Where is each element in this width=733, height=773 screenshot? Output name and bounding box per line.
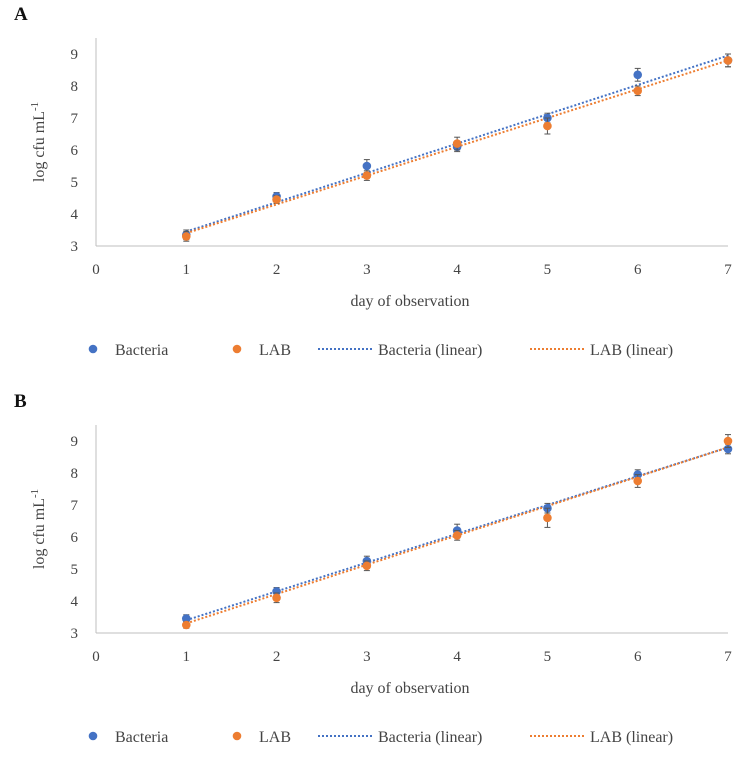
y-tick-label: 8 bbox=[71, 79, 79, 95]
data-point bbox=[723, 444, 733, 454]
x-axis-title: day of observation bbox=[350, 680, 469, 697]
x-tick-label: 5 bbox=[544, 649, 552, 665]
panel-label: A bbox=[14, 4, 28, 25]
data-point bbox=[362, 161, 372, 171]
y-tick-label: 6 bbox=[71, 143, 79, 159]
x-tick-label: 2 bbox=[273, 649, 281, 665]
data-point bbox=[633, 70, 643, 80]
legend-label: Bacteria (linear) bbox=[378, 729, 482, 746]
x-tick-label: 0 bbox=[92, 649, 100, 665]
legend-marker bbox=[88, 344, 98, 354]
data-point bbox=[543, 121, 552, 131]
y-axis-title: log cfu mL-1 bbox=[29, 102, 48, 182]
chart-panel-b: B 3 4 5 6 7 8 9 0 1 2 3 4 5 6 7 day of observation log c… bbox=[0, 387, 733, 773]
data-point bbox=[723, 436, 733, 446]
y-tick-label: 6 bbox=[71, 530, 79, 546]
legend-label: LAB (linear) bbox=[590, 342, 673, 359]
data-point bbox=[181, 232, 191, 241]
y-tick-label: 4 bbox=[71, 207, 79, 223]
chart-a-svg: 3 4 5 6 7 8 9 0 1 2 3 4 5 6 7 day of observation log cfu… bbox=[29, 38, 733, 359]
data-point bbox=[181, 620, 191, 630]
legend-label: LAB bbox=[259, 342, 291, 359]
panel-label: B bbox=[14, 391, 27, 412]
data-point bbox=[272, 587, 281, 596]
x-tick-label: 3 bbox=[363, 649, 371, 665]
x-tick-label: 7 bbox=[724, 262, 732, 278]
data-point bbox=[452, 531, 462, 540]
data-point bbox=[633, 476, 643, 486]
data-point bbox=[543, 513, 552, 523]
data-point bbox=[362, 561, 372, 571]
x-tick-label: 5 bbox=[544, 262, 552, 278]
y-tick-label: 9 bbox=[71, 47, 79, 63]
y-tick-label: 4 bbox=[71, 594, 79, 610]
x-tick-label: 6 bbox=[634, 262, 642, 278]
data-point bbox=[452, 139, 462, 148]
x-tick-label: 3 bbox=[363, 262, 371, 278]
legend-label: LAB bbox=[259, 729, 291, 746]
legend-label: Bacteria (linear) bbox=[378, 342, 482, 359]
y-tick-label: 8 bbox=[71, 466, 79, 482]
x-tick-label: 1 bbox=[183, 649, 191, 665]
x-tick-label: 1 bbox=[183, 262, 191, 278]
legend-marker bbox=[232, 731, 242, 741]
legend-marker bbox=[232, 344, 242, 354]
y-tick-label: 5 bbox=[71, 562, 79, 578]
x-axis-title: day of observation bbox=[350, 293, 469, 310]
x-tick-label: 7 bbox=[724, 649, 732, 665]
y-tick-label: 3 bbox=[71, 626, 79, 642]
data-point bbox=[181, 614, 191, 623]
chart-b-svg: 3 4 5 6 7 8 9 0 1 2 3 4 5 6 7 day of observation log cfu… bbox=[29, 425, 733, 746]
y-axis-title: log cfu mL-1 bbox=[29, 489, 48, 569]
y-tick-label: 3 bbox=[71, 239, 79, 255]
legend-label: Bacteria bbox=[115, 729, 168, 746]
chart-panel-a: A 3 4 5 6 7 8 9 0 1 2 3 4 5 6 7 day of observation log c… bbox=[0, 0, 733, 386]
data-point bbox=[362, 171, 372, 180]
data-point bbox=[633, 86, 643, 96]
y-tick-label: 9 bbox=[71, 434, 79, 450]
data-point bbox=[272, 195, 281, 204]
y-tick-label: 5 bbox=[71, 175, 79, 191]
x-tick-label: 2 bbox=[273, 262, 281, 278]
data-point bbox=[272, 593, 281, 603]
legend-label: LAB (linear) bbox=[590, 729, 673, 746]
x-tick-label: 6 bbox=[634, 649, 642, 665]
y-tick-label: 7 bbox=[71, 498, 79, 514]
legend-label: Bacteria bbox=[115, 342, 168, 359]
y-tick-label: 7 bbox=[71, 111, 79, 127]
x-tick-label: 4 bbox=[453, 649, 461, 665]
x-tick-label: 0 bbox=[92, 262, 100, 278]
data-point bbox=[723, 56, 733, 65]
x-tick-label: 4 bbox=[453, 262, 461, 278]
legend-marker bbox=[88, 731, 98, 741]
